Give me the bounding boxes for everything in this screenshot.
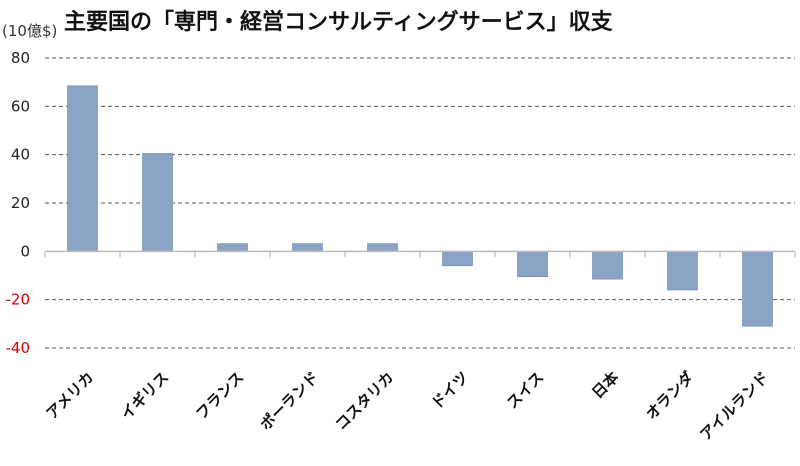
x-tick-label: イギリス xyxy=(117,368,172,423)
x-tick-label: ドイツ xyxy=(428,368,473,413)
y-tick-label: -20 xyxy=(6,291,31,309)
bar xyxy=(442,251,473,267)
bar xyxy=(742,251,773,327)
y-tick-label: 40 xyxy=(11,146,30,164)
y-tick-label: 60 xyxy=(11,97,30,115)
x-tick-label: フランス xyxy=(192,368,247,423)
x-axis xyxy=(44,250,796,258)
grid-lines xyxy=(45,57,795,349)
y-tick-label: 80 xyxy=(11,49,30,67)
bar xyxy=(142,153,173,252)
bar xyxy=(217,243,248,252)
x-tick-label: アイルランド xyxy=(696,368,772,444)
x-tick-label: スイス xyxy=(503,368,547,412)
y-axis-ticks: 80 60 40 20 0 -20 -40 xyxy=(6,49,31,357)
bar xyxy=(667,251,698,291)
bar xyxy=(67,85,98,252)
y-tick-label: 0 xyxy=(20,242,30,260)
y-tick-label: -40 xyxy=(6,339,31,357)
x-tick-label: コスタリカ xyxy=(332,368,398,434)
x-tick-label: 日本 xyxy=(588,368,622,402)
chart-title: 主要国の「専門・経営コンサルティングサービス」収支 xyxy=(64,10,613,35)
y-axis-unit-label: (10億$) xyxy=(2,22,58,40)
x-axis-labels: アメリカ イギリス フランス ポーランド コスタリカ ドイツ スイス 日本 オランダ アイルランド xyxy=(43,368,773,444)
x-tick-label: オランダ xyxy=(642,368,697,423)
x-tick-label: アメリカ xyxy=(43,368,98,423)
bar xyxy=(592,251,623,280)
bar xyxy=(517,251,548,278)
x-tick-label: ポーランド xyxy=(257,368,323,434)
bar xyxy=(367,243,398,252)
bars xyxy=(67,85,773,327)
y-tick-label: 20 xyxy=(11,194,30,212)
bar xyxy=(292,243,323,252)
